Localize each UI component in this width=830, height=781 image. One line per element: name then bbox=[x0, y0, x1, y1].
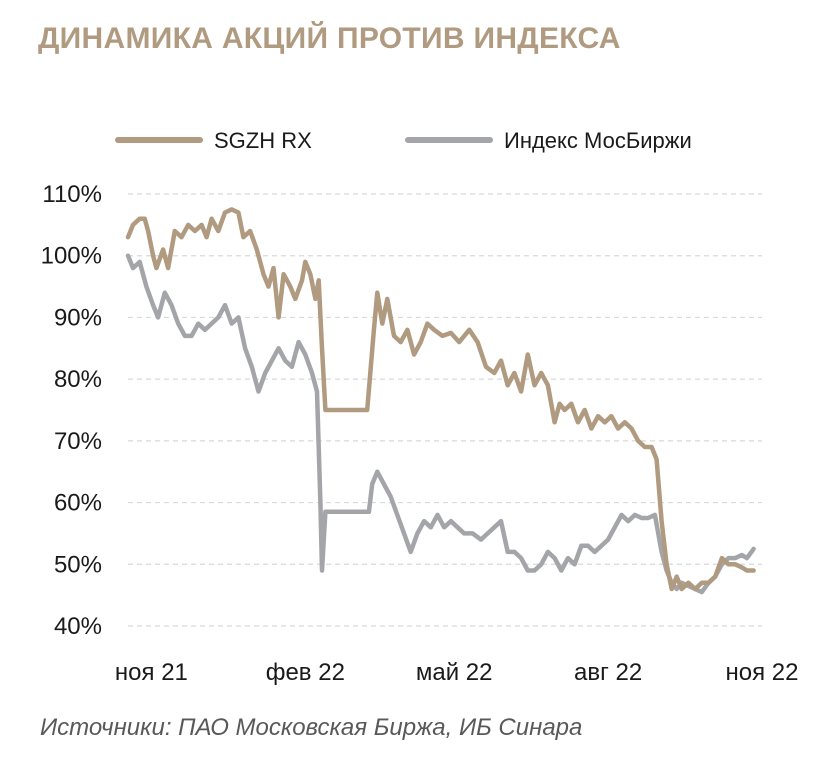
legend-label-index: Индекс МосБиржи bbox=[504, 128, 692, 153]
legend-label-sgzh: SGZH RX bbox=[214, 128, 312, 153]
y-tick-label: 80% bbox=[54, 366, 102, 393]
y-tick-label: 60% bbox=[54, 490, 102, 517]
y-axis-ticks: 40% 50% 60% 70% 80% 90% 100% 110% bbox=[41, 181, 102, 640]
source-note: Источники: ПАО Московская Биржа, ИБ Сина… bbox=[40, 714, 583, 741]
line-chart: 40% 50% 60% 70% 80% 90% 100% 110% ноя 21 фев 22 м… bbox=[41, 128, 799, 686]
y-tick-label: 90% bbox=[54, 304, 102, 331]
series-lines bbox=[125, 207, 756, 595]
x-tick-label: авг 22 bbox=[574, 659, 642, 686]
x-tick-label: фев 22 bbox=[266, 659, 345, 686]
grid-lines bbox=[128, 193, 762, 627]
y-tick-label: 40% bbox=[54, 613, 102, 640]
y-tick-label: 50% bbox=[54, 551, 102, 578]
x-axis-ticks: ноя 21 фев 22 май 22 авг 22 ноя 22 bbox=[115, 659, 799, 686]
y-tick-label: 110% bbox=[42, 181, 102, 208]
legend: SGZH RX Индекс МосБиржи bbox=[115, 128, 692, 153]
x-tick-label: ноя 21 bbox=[115, 659, 188, 686]
series-line-index bbox=[125, 253, 756, 595]
y-tick-label: 70% bbox=[54, 428, 102, 455]
x-tick-label: ноя 22 bbox=[726, 659, 799, 686]
x-tick-label: май 22 bbox=[416, 659, 493, 686]
y-tick-label: 100% bbox=[41, 243, 102, 270]
chart-title: ДИНАМИКА АКЦИЙ ПРОТИВ ИНДЕКСА bbox=[38, 22, 621, 55]
series-line-sgzh bbox=[125, 207, 756, 592]
